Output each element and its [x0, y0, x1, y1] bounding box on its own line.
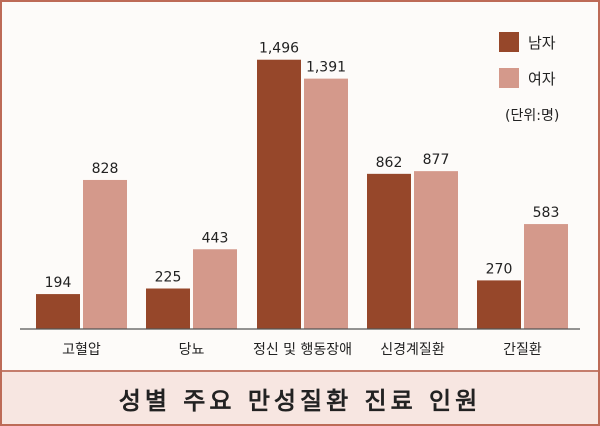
category-label-0: 고혈압: [62, 342, 101, 358]
data-label-male-0: 194: [45, 275, 72, 291]
data-label-female-0: 828: [92, 161, 119, 177]
legend: 남자 여자 (단위:명): [499, 32, 559, 124]
category-label-2: 정신 및 행동장애: [253, 342, 352, 358]
data-label-male-2: 1,496: [259, 41, 299, 57]
data-label-male-3: 862: [376, 155, 403, 171]
bar-female-0: [83, 179, 127, 329]
caption-bar: 성별 주요 만성질환 진료 인원: [2, 370, 598, 424]
category-label-4: 간질환: [503, 342, 542, 358]
data-label-female-2: 1,391: [306, 60, 346, 76]
data-label-male-4: 270: [486, 261, 513, 277]
bar-male-2: [257, 59, 301, 329]
bar-female-3: [414, 171, 458, 329]
bar-female-2: [304, 78, 348, 330]
bar-female-4: [524, 224, 568, 329]
bar-female-1: [193, 249, 237, 329]
category-label-3: 신경계질환: [380, 342, 445, 358]
category-label-1: 당뇨: [179, 342, 205, 358]
data-label-female-4: 583: [533, 205, 560, 221]
legend-swatch-male: [499, 32, 519, 52]
bar-male-1: [146, 288, 190, 329]
chart-title: 성별 주요 만성질환 진료 인원: [118, 386, 482, 415]
chart-svg: 194 828 고혈압 225 443 당뇨 1,496 1,391 정신 및 행동장애 862 8…: [20, 32, 580, 358]
data-label-male-1: 225: [155, 270, 182, 286]
data-label-female-3: 877: [423, 152, 450, 168]
bar-male-0: [36, 294, 80, 329]
legend-swatch-female: [499, 68, 519, 88]
legend-label-female: 여자: [528, 70, 556, 88]
legend-label-male: 남자: [528, 34, 556, 52]
bar-male-3: [367, 173, 411, 329]
unit-note: (단위:명): [505, 108, 559, 124]
bar-male-4: [477, 280, 521, 329]
data-label-female-1: 443: [202, 230, 229, 246]
